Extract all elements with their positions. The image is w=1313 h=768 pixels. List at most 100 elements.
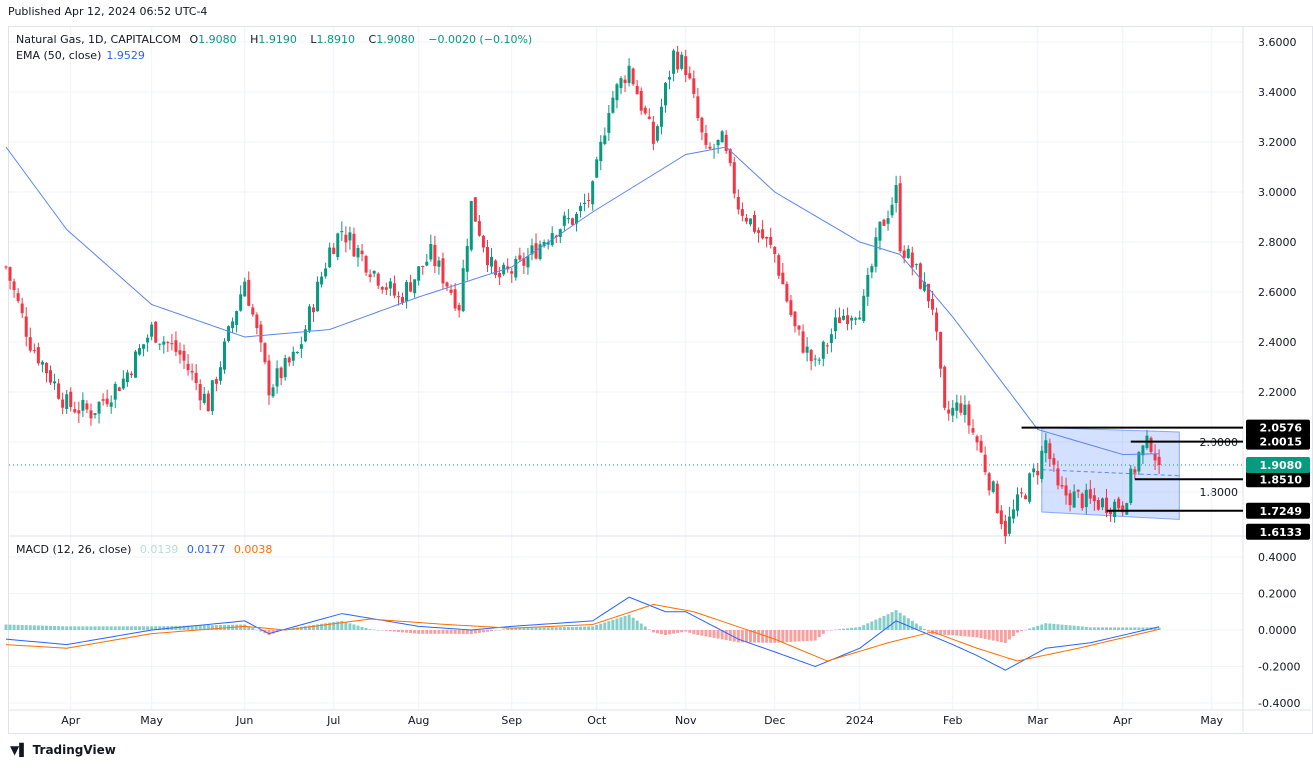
macd-histogram-bar <box>85 626 89 630</box>
macd-histogram-bar <box>1141 627 1145 630</box>
macd-histogram-bar <box>1040 624 1044 630</box>
macd-histogram-bar <box>129 626 133 630</box>
candle-body <box>1064 485 1068 496</box>
candle-body <box>57 383 61 399</box>
macd-histogram-bar <box>405 630 409 633</box>
macd-histogram-bar <box>607 621 611 630</box>
macd-histogram-bar <box>142 626 146 630</box>
candle-body <box>971 428 975 433</box>
macd-histogram-bar <box>32 625 36 630</box>
candle-body <box>1100 498 1104 508</box>
low-label: L <box>310 33 317 46</box>
tradingview-logo[interactable]: ▼▌ TradingView <box>10 743 116 757</box>
macd-histogram-bar <box>352 624 356 630</box>
macd-histogram-bar <box>793 630 797 642</box>
macd-histogram-bar <box>1048 623 1052 630</box>
candle-body <box>878 221 882 241</box>
macd-histogram-bar <box>712 630 716 638</box>
macd-histogram-bar <box>267 630 271 636</box>
macd-histogram-bar <box>615 618 619 630</box>
published-timestamp: Published Apr 12, 2024 06:52 UTC-4 <box>8 5 208 18</box>
candle-body <box>279 367 283 379</box>
macd-histogram-bar <box>16 624 20 630</box>
candle-body <box>922 281 926 291</box>
macd-histogram-bar <box>506 628 510 630</box>
macd-histogram-bar <box>429 630 433 634</box>
candle-body <box>287 357 291 363</box>
macd-histogram-bar <box>303 626 307 630</box>
time-tick-label: Oct <box>587 714 607 727</box>
time-tick-label: Aug <box>408 714 429 727</box>
low-price-label-bg <box>1246 523 1310 540</box>
macd-histogram-bar <box>647 629 651 630</box>
macd-histogram-bar <box>101 626 105 630</box>
candle-body <box>227 326 231 342</box>
macd-histogram-bar <box>89 626 93 630</box>
candle-body <box>793 311 797 327</box>
macd-histogram-bar <box>271 630 275 634</box>
macd-histogram-bar <box>983 630 987 639</box>
candle-body <box>574 213 578 224</box>
candle-body <box>740 209 744 216</box>
macd-histogram-bar <box>789 630 793 642</box>
candle-body <box>1072 491 1076 508</box>
candle-body <box>611 97 615 113</box>
macd-histogram-bar <box>720 630 724 640</box>
macd-histogram-bar <box>316 624 320 630</box>
candle-body <box>837 317 841 324</box>
candle-body <box>146 337 150 343</box>
macd-histogram-bar <box>655 630 659 634</box>
macd-histogram-bar <box>894 610 898 630</box>
macd-histogram-bar <box>635 620 639 630</box>
macd-histogram-bar <box>959 630 963 636</box>
macd-histogram-bar <box>259 630 263 632</box>
candle-body <box>704 133 708 145</box>
candle-body <box>473 197 477 222</box>
candle-body <box>538 244 542 259</box>
candle-body <box>1125 503 1129 515</box>
macd-histogram-bar <box>534 627 538 630</box>
macd-tick-label: 0.4000 <box>1258 551 1297 564</box>
candle-body <box>655 126 659 141</box>
macd-histogram-bar <box>631 617 635 630</box>
macd-histogram-bar <box>538 627 542 630</box>
macd-histogram-bar <box>878 617 882 630</box>
candle-body <box>659 106 663 127</box>
candle-body <box>1121 505 1125 513</box>
macd-histogram-bar <box>939 630 943 635</box>
macd-histogram-bar <box>680 630 684 633</box>
candle-body <box>469 201 473 250</box>
macd-histogram-bar <box>376 630 380 631</box>
macd-histogram-bar <box>1100 627 1104 630</box>
macd-histogram-bar <box>425 630 429 634</box>
candle-body <box>1048 443 1052 460</box>
candle-body <box>898 183 902 252</box>
candle-body <box>720 131 724 143</box>
macd-histogram-bar <box>955 630 959 636</box>
macd-histogram-bar <box>320 623 324 630</box>
macd-value: 0.0177 <box>186 543 226 556</box>
candle-body <box>364 256 368 273</box>
macd-histogram-bar <box>922 628 926 630</box>
candle-body <box>910 252 914 268</box>
macd-hist-value: 0.0139 <box>139 543 179 556</box>
candle-body <box>1007 516 1011 534</box>
candle-body <box>255 314 259 329</box>
candle-body <box>441 258 445 284</box>
candle-body <box>409 282 413 292</box>
candle-body <box>206 393 210 412</box>
candle-body <box>73 409 77 413</box>
candle-body <box>396 296 400 298</box>
close-label: C <box>368 33 377 46</box>
macd-histogram-bar <box>1076 626 1080 630</box>
candle-body <box>1129 468 1133 503</box>
macd-histogram-bar <box>748 630 752 643</box>
time-tick-label: Jun <box>235 714 253 727</box>
candle-body <box>947 409 951 414</box>
macd-histogram-bar <box>445 630 449 634</box>
candle-body <box>150 324 154 337</box>
candle-body <box>1096 499 1100 510</box>
level-price-label: 2.0576 <box>1260 422 1303 435</box>
candle-body <box>158 343 162 345</box>
